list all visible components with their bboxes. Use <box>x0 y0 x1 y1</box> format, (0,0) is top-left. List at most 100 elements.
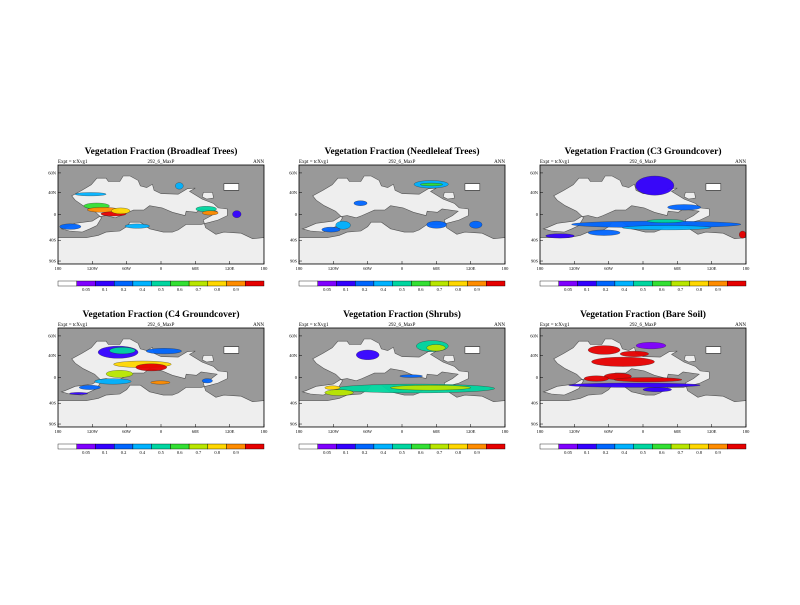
y-tick-label: 0 <box>536 212 539 217</box>
colorbar-label: 0.1 <box>584 450 590 455</box>
colorbar-swatch <box>558 443 578 450</box>
run-label: 292_6_MaxP <box>389 323 416 328</box>
colorbar-label: 0.5 <box>158 287 164 292</box>
data-region <box>420 182 443 187</box>
colorbar-label: 0.2 <box>121 450 127 455</box>
colorbar-label: 0.4 <box>139 450 145 455</box>
data-region <box>175 182 184 190</box>
colorbar-swatch <box>577 443 597 450</box>
x-tick-label: 0 <box>642 429 645 434</box>
expt-label: Expt = tcXvg1 <box>299 160 329 165</box>
x-tick-label: 0 <box>401 429 404 434</box>
colorbar-swatch <box>132 280 152 287</box>
data-region <box>353 200 368 206</box>
colorbar-label: 0.6 <box>659 287 665 292</box>
colorbar-swatch <box>170 280 190 287</box>
data-region <box>587 345 621 355</box>
colorbar-swatch <box>652 280 672 287</box>
season-label: ANN <box>253 160 264 165</box>
inset-box <box>705 346 722 354</box>
y-tick-label: 0 <box>54 375 57 380</box>
colorbar-swatch <box>57 443 77 450</box>
x-tick-label: 0 <box>642 266 645 271</box>
colorbar-swatch <box>633 280 653 287</box>
x-tick-label: 180 <box>296 429 304 434</box>
inset-box <box>705 183 722 191</box>
colorbar-swatch <box>411 443 431 450</box>
colorbar-swatch <box>76 443 96 450</box>
x-tick-label: 60W <box>604 429 614 434</box>
y-tick-label: 40S <box>290 401 298 406</box>
y-tick-label: 40S <box>49 238 57 243</box>
colorbar-swatch <box>670 443 691 450</box>
colorbar-swatch <box>170 443 190 450</box>
y-tick-label: 0 <box>536 375 539 380</box>
y-tick-label: 60N <box>289 333 298 338</box>
data-region <box>635 342 667 350</box>
y-tick-label: 90S <box>290 422 298 427</box>
data-region <box>591 356 655 367</box>
x-tick-label: 120E <box>707 266 717 271</box>
season-label: ANN <box>735 323 746 328</box>
x-tick-label: 60E <box>674 266 682 271</box>
colorbar-label: 0.1 <box>343 287 349 292</box>
colorbar-label: 0.2 <box>362 450 368 455</box>
data-region <box>135 363 167 372</box>
land-mass <box>299 338 505 427</box>
data-region <box>390 385 471 391</box>
data-region <box>150 380 171 385</box>
chart-panel: Vegetation Fraction (Bare Soil) Expt = tc… <box>530 309 750 455</box>
y-tick-label: 0 <box>295 375 298 380</box>
colorbar-swatch <box>317 443 337 450</box>
run-label: 292_6_MaxP <box>148 160 175 165</box>
colorbar-swatch <box>486 443 506 450</box>
data-region <box>614 377 683 383</box>
data-region <box>202 210 219 216</box>
colorbar-swatch <box>151 443 171 450</box>
colorbar-label: 0.9 <box>474 287 480 292</box>
data-region <box>79 385 101 390</box>
map-area <box>58 328 264 427</box>
colorbar-label: 0.1 <box>584 287 590 292</box>
x-tick-label: 60W <box>604 266 614 271</box>
y-tick-label: 60N <box>48 333 57 338</box>
island <box>683 192 696 200</box>
colorbar-label: 0.8 <box>214 450 220 455</box>
season-label: ANN <box>494 323 505 328</box>
colorbar-label: 0.7 <box>678 287 684 292</box>
island <box>201 355 214 363</box>
y-tick-label: 60N <box>530 333 539 338</box>
colorbar-label: 0.7 <box>437 450 443 455</box>
x-tick-label: 120W <box>569 266 581 271</box>
data-region <box>568 382 701 388</box>
x-tick-label: 60E <box>433 266 441 271</box>
colorbar-swatch <box>207 443 227 450</box>
colorbar-label: 0.6 <box>659 450 665 455</box>
colorbar-label: 0.1 <box>102 287 108 292</box>
colorbar-label: 0.5 <box>399 450 405 455</box>
map-area <box>540 165 746 264</box>
x-tick-label: 180 <box>537 266 545 271</box>
data-region <box>59 223 82 230</box>
colorbar-label: 0.5 <box>640 450 646 455</box>
colorbar-label: 0.5 <box>158 450 164 455</box>
colorbar-label: 0.05 <box>323 287 332 292</box>
data-region <box>111 207 131 215</box>
y-tick-label: 60N <box>530 170 539 175</box>
x-tick-label: 180 <box>502 266 510 271</box>
x-tick-label: 180 <box>261 429 269 434</box>
chart-panel: Vegetation Fraction (Broadleaf Trees) Exp… <box>48 146 268 292</box>
colorbar-swatch <box>113 280 134 287</box>
colorbar-label: 0.4 <box>139 287 145 292</box>
chart-panel: Vegetation Fraction (Needleleaf Trees) Ex… <box>289 146 509 292</box>
data-region <box>587 229 621 236</box>
data-region <box>146 348 182 355</box>
y-tick-label: 60N <box>48 170 57 175</box>
data-region <box>545 233 575 239</box>
colorbar-label: 0.05 <box>564 450 573 455</box>
colorbar-swatch <box>95 443 115 450</box>
colorbar-label: 0.9 <box>715 287 721 292</box>
colorbar-swatch <box>188 280 209 287</box>
colorbar-swatch <box>336 280 356 287</box>
